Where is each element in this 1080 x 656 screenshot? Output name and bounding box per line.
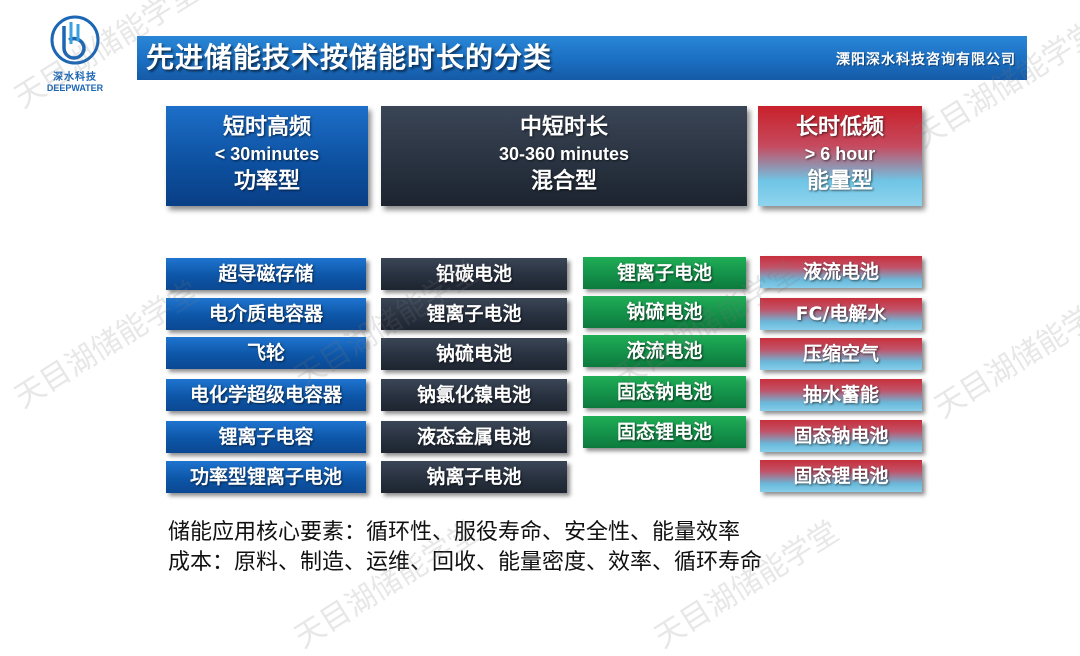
category-long-low-frequency: 长时低频 > 6 hour 能量型: [758, 106, 922, 206]
category-short-high-frequency: 短时高频 < 30minutes 功率型: [166, 106, 368, 206]
deepwater-logo-icon: [50, 15, 100, 65]
tech-item-dark: 钠离子电池: [381, 461, 567, 493]
page-title: 先进储能技术按储能时长的分类: [146, 41, 553, 74]
tech-item-red: 压缩空气: [760, 338, 922, 370]
category-medium-duration: 中短时长 30-360 minutes 混合型: [381, 106, 747, 206]
category-name: 中短时长: [519, 115, 608, 140]
category-duration: 30-360 minutes: [498, 144, 630, 164]
tech-item-blue: 飞轮: [166, 337, 366, 369]
tech-item-red: 液流电池: [760, 256, 922, 288]
tech-item-dark: 铅碳电池: [381, 258, 567, 290]
tech-item-red: 抽水蓄能: [760, 379, 922, 411]
tech-item-green: 固态锂电池: [583, 416, 746, 448]
tech-item-dark: 钠硫电池: [381, 338, 567, 370]
tech-item-green: 固态钠电池: [583, 376, 746, 408]
tech-item-green: 钠硫电池: [583, 296, 746, 328]
tech-item-red: 固态钠电池: [760, 420, 922, 452]
tech-item-red: FC/电解水: [760, 298, 922, 330]
tech-item-red: 固态锂电池: [760, 460, 922, 492]
watermark: 天目湖储能学堂: [908, 14, 1080, 156]
tech-item-blue: 超导磁存储: [166, 258, 366, 290]
tech-item-green: 液流电池: [583, 335, 746, 367]
logo-name-cn: 深水科技: [53, 72, 97, 83]
tech-item-green: 锂离子电池: [583, 257, 746, 289]
tech-item-blue: 功率型锂离子电池: [166, 461, 366, 493]
category-duration: < 30minutes: [214, 144, 320, 164]
watermark: 天目湖储能学堂: [928, 284, 1080, 426]
category-type: 混合型: [530, 169, 597, 194]
note-cost: 成本：原料、制造、运维、回收、能量密度、效率、循环寿命: [168, 550, 763, 575]
category-type: 能量型: [806, 169, 873, 194]
category-name: 长时低频: [795, 115, 884, 140]
category-duration: > 6 hour: [804, 144, 876, 164]
tech-item-blue: 电介质电容器: [166, 298, 366, 330]
tech-item-dark: 液态金属电池: [381, 421, 567, 453]
tech-item-blue: 锂离子电容: [166, 421, 366, 453]
tech-item-dark: 锂离子电池: [381, 298, 567, 330]
category-name: 短时高频: [222, 115, 311, 140]
title-bar: [137, 36, 1027, 80]
note-core-factors: 储能应用核心要素：循环性、服役寿命、安全性、能量效率: [168, 520, 741, 545]
tech-item-blue: 电化学超级电容器: [166, 379, 366, 411]
logo-name-en: DEEPWATER: [46, 83, 104, 93]
deepwater-logo: 深水科技 DEEPWATER: [40, 14, 110, 94]
tech-item-dark: 钠氯化镍电池: [381, 379, 567, 411]
company-name: 溧阳深水科技咨询有限公司: [836, 52, 1016, 68]
category-type: 功率型: [233, 169, 300, 194]
